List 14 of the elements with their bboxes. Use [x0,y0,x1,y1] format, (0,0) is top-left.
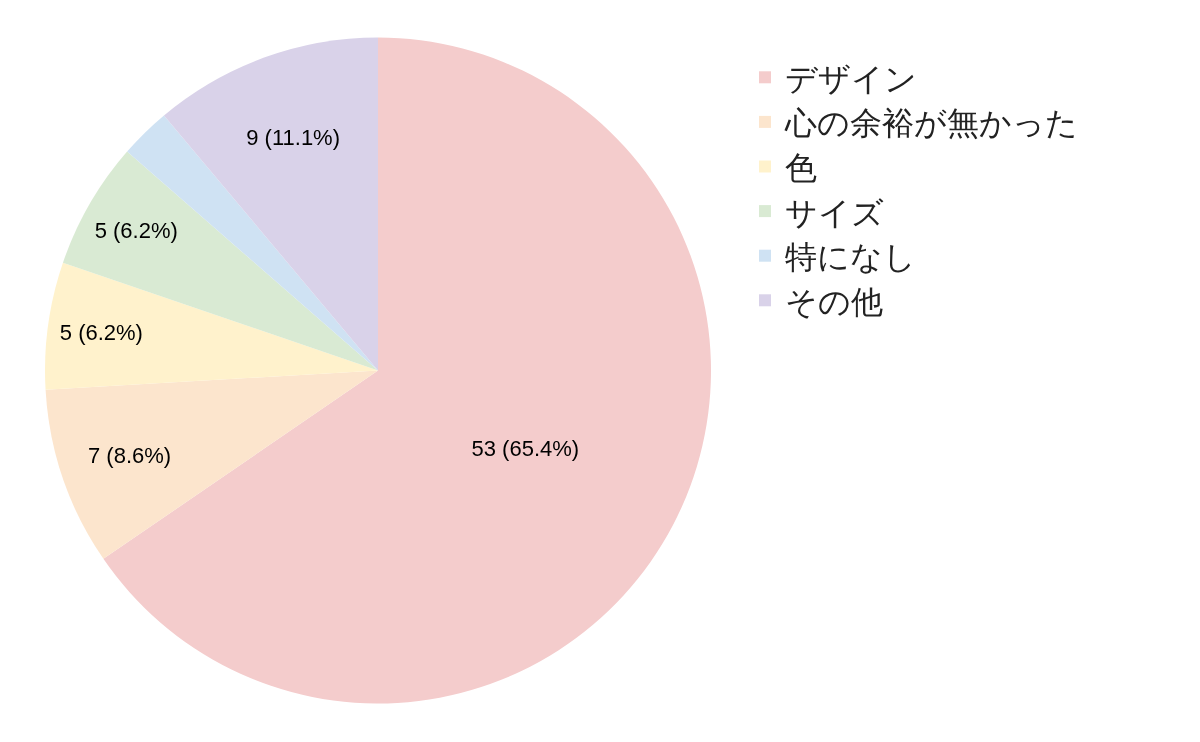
data-label: 5 (6.2%) [94,218,178,244]
data-label: 53 (65.4%) [471,435,580,461]
legend-label: 特になし [785,239,916,276]
data-label: 7 (8.6%) [87,443,172,469]
legend-label: その他 [785,283,883,320]
legend-label: 色 [785,149,817,186]
legend-label: デザイン [785,60,917,97]
pie-slice [62,151,378,371]
data-label: 9 (11.1%) [246,124,341,150]
legend-label: 心の余裕が無かった [784,105,1078,142]
legend-label: サイズ [785,194,884,231]
pie-slice [45,370,378,559]
data-label: 5 (6.2%) [59,320,143,346]
pie-slice [45,262,378,390]
